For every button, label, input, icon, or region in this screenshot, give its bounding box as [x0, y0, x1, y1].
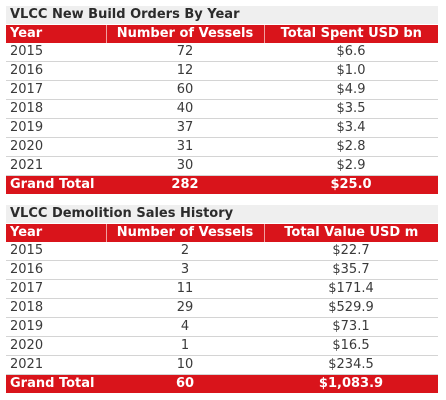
header-year: Year — [6, 24, 106, 43]
cell-year: 2020 — [6, 336, 106, 356]
grand-total-row: Grand Total 282 $25.0 — [6, 175, 438, 194]
cell-value: $171.4 — [264, 279, 438, 299]
cell-year: 2016 — [6, 260, 106, 280]
cell-vessels: 72 — [106, 43, 264, 62]
grand-total-value: $25.0 — [264, 175, 438, 194]
grand-total-row: Grand Total 60 $1,083.9 — [6, 374, 438, 393]
cell-value: $2.8 — [264, 137, 438, 157]
cell-year: 2018 — [6, 298, 106, 318]
cell-year: 2021 — [6, 156, 106, 176]
grand-total-vessels: 60 — [106, 374, 264, 393]
grand-total-vessels: 282 — [106, 175, 264, 194]
table-body: 2015 72 $6.6 2016 12 $1.0 2017 60 $4.9 2018 40 $3.5… — [6, 43, 438, 176]
cell-vessels: 31 — [106, 137, 264, 157]
cell-value: $2.9 — [264, 156, 438, 176]
header-row: Year Number of Vessels Total Spent USD b… — [6, 24, 438, 43]
cell-value: $234.5 — [264, 355, 438, 375]
cell-vessels: 10 — [106, 355, 264, 375]
cell-year: 2015 — [6, 43, 106, 62]
table-body: 2015 2 $22.7 2016 3 $35.7 2017 11 $171.4 2018 29 $5… — [6, 242, 438, 375]
table-row: 2015 2 $22.7 — [6, 242, 438, 261]
header-row: Year Number of Vessels Total Value USD m — [6, 223, 438, 242]
cell-value: $16.5 — [264, 336, 438, 356]
table-row: 2018 29 $529.9 — [6, 298, 438, 318]
grand-total-label: Grand Total — [6, 374, 106, 393]
cell-vessels: 3 — [106, 260, 264, 280]
grand-total-label: Grand Total — [6, 175, 106, 194]
cell-value: $3.5 — [264, 99, 438, 119]
table-row: 2019 4 $73.1 — [6, 317, 438, 337]
table-title-row: VLCC Demolition Sales History — [6, 205, 438, 224]
table-title: VLCC Demolition Sales History — [6, 205, 438, 224]
cell-vessels: 11 — [106, 279, 264, 299]
table-row: 2017 11 $171.4 — [6, 279, 438, 299]
table-row: 2017 60 $4.9 — [6, 80, 438, 100]
cell-vessels: 29 — [106, 298, 264, 318]
cell-vessels: 37 — [106, 118, 264, 138]
table-row: 2016 12 $1.0 — [6, 61, 438, 81]
cell-year: 2016 — [6, 61, 106, 81]
table-row: 2016 3 $35.7 — [6, 260, 438, 280]
cell-year: 2019 — [6, 118, 106, 138]
cell-value: $529.9 — [264, 298, 438, 318]
cell-value: $73.1 — [264, 317, 438, 337]
cell-value: $4.9 — [264, 80, 438, 100]
header-year: Year — [6, 223, 106, 242]
cell-year: 2020 — [6, 137, 106, 157]
cell-value: $35.7 — [264, 260, 438, 280]
cell-value: $1.0 — [264, 61, 438, 81]
cell-vessels: 12 — [106, 61, 264, 81]
table-row: 2015 72 $6.6 — [6, 43, 438, 62]
table-title: VLCC New Build Orders By Year — [6, 6, 438, 25]
cell-year: 2015 — [6, 242, 106, 261]
cell-vessels: 30 — [106, 156, 264, 176]
cell-value: $22.7 — [264, 242, 438, 261]
cell-year: 2017 — [6, 279, 106, 299]
header-total: Total Value USD m — [263, 223, 438, 242]
table-row: 2020 1 $16.5 — [6, 336, 438, 356]
cell-vessels: 1 — [106, 336, 264, 356]
cell-vessels: 4 — [106, 317, 264, 337]
cell-value: $3.4 — [264, 118, 438, 138]
demolition-sales-table: VLCC Demolition Sales History Year Numbe… — [6, 205, 438, 393]
cell-year: 2021 — [6, 355, 106, 375]
table-row: 2021 10 $234.5 — [6, 355, 438, 375]
grand-total-value: $1,083.9 — [264, 374, 438, 393]
cell-vessels: 2 — [106, 242, 264, 261]
header-vessels: Number of Vessels — [105, 24, 264, 43]
table-title-row: VLCC New Build Orders By Year — [6, 6, 438, 25]
table-row: 2020 31 $2.8 — [6, 137, 438, 157]
new-build-orders-table: VLCC New Build Orders By Year Year Numbe… — [6, 6, 438, 194]
header-total: Total Spent USD bn — [263, 24, 438, 43]
cell-vessels: 40 — [106, 99, 264, 119]
table-row: 2019 37 $3.4 — [6, 118, 438, 138]
table-row: 2018 40 $3.5 — [6, 99, 438, 119]
cell-year: 2019 — [6, 317, 106, 337]
cell-year: 2017 — [6, 80, 106, 100]
table-row: 2021 30 $2.9 — [6, 156, 438, 176]
cell-value: $6.6 — [264, 43, 438, 62]
header-vessels: Number of Vessels — [105, 223, 264, 242]
cell-vessels: 60 — [106, 80, 264, 100]
cell-year: 2018 — [6, 99, 106, 119]
